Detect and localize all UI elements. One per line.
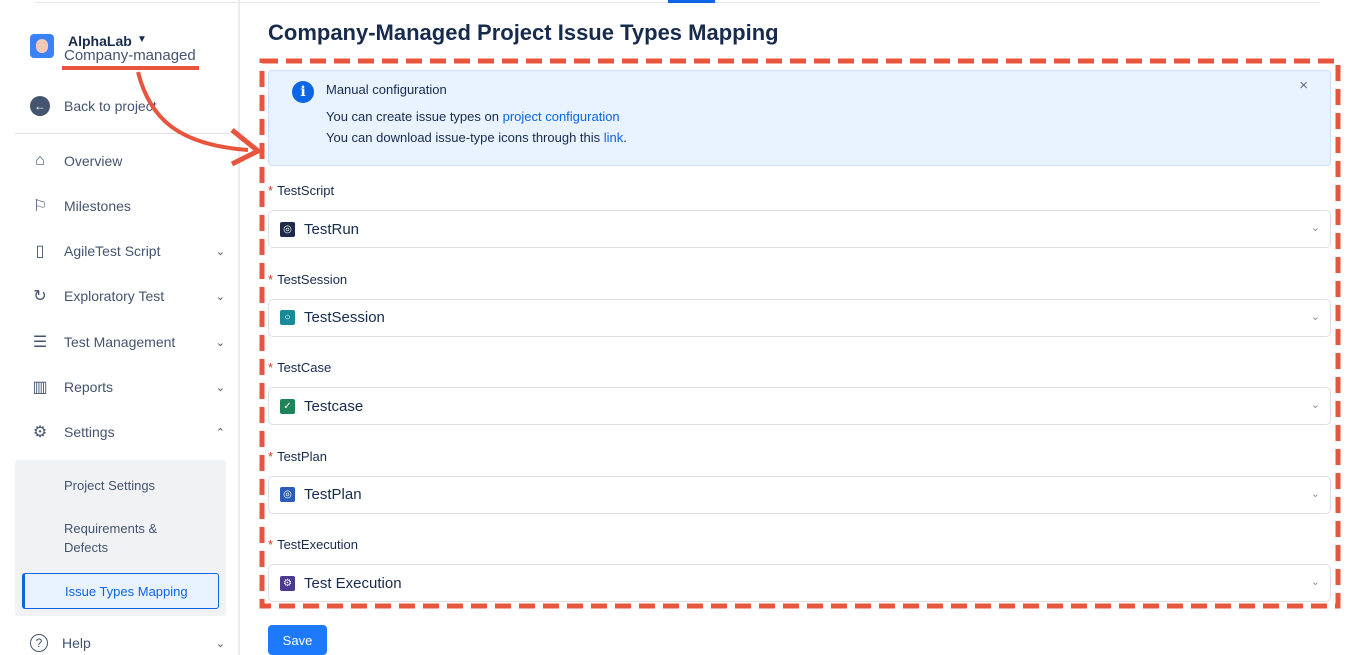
label: Overview [64, 153, 123, 169]
flag-icon: ⚐ [32, 198, 48, 215]
required-asterisk: * [268, 448, 274, 464]
field-label: * TestScript [268, 183, 334, 198]
page-title: Company-Managed Project Issue Types Mapp… [268, 20, 779, 45]
back-to-project[interactable]: ← Back to project [30, 94, 225, 118]
label: Test Management [64, 334, 176, 350]
home-icon: ⌂ [35, 152, 45, 169]
chevron-down-icon: ⌄ [1310, 222, 1320, 234]
label-text: TestSession [277, 271, 348, 287]
issue-type-select[interactable]: ◎ TestPlan ⌄ [268, 475, 1331, 514]
refresh-icon: ↻ [33, 288, 47, 305]
project-avatar [30, 34, 54, 58]
text: . [623, 130, 627, 145]
label: Milestones [64, 198, 131, 214]
close-icon[interactable]: × [1299, 77, 1308, 94]
label-text: TestScript [277, 183, 335, 198]
help-icon: ? [30, 634, 48, 652]
submenu-project-settings[interactable]: Project Settings [64, 478, 156, 493]
required-asterisk: * [268, 183, 274, 198]
chevron-down-icon: ⌄ [1310, 487, 1320, 500]
label: Exploratory Test [64, 288, 165, 304]
chevron-down-icon: ⌄ [215, 381, 225, 394]
sidebar-divider [15, 133, 230, 134]
field-label: * TestCase [268, 360, 331, 375]
issue-type-icon: ◎ [280, 487, 295, 503]
banner-heading: Manual configuration [326, 82, 447, 97]
selected-value: Testcase [304, 397, 364, 415]
required-asterisk: * [268, 360, 274, 376]
issue-type-select[interactable]: ○ TestSession ⌄ [268, 298, 1331, 337]
submenu-requirements-defects-line2[interactable]: Defects [64, 540, 109, 555]
list-icon: ☰ [32, 334, 48, 351]
sidebar-item-overview[interactable]: ⌂ Overview [30, 149, 225, 173]
issue-type-select[interactable]: ◎ TestRun ⌄ [268, 210, 1331, 248]
issue-type-select[interactable]: ✓ Testcase ⌄ [268, 387, 1331, 426]
selected-value: TestPlan [304, 486, 362, 504]
text: You can download issue-type icons throug… [326, 130, 604, 145]
required-asterisk: * [268, 271, 274, 287]
issue-type-icon: ◎ [280, 221, 295, 237]
chevron-down-icon: ⌄ [1310, 399, 1320, 412]
sidebar-item-settings[interactable]: ⚙ Settings ⌃ [30, 420, 225, 444]
gear-icon: ⚙ [32, 424, 48, 441]
issue-type-select[interactable]: ⚙ Test Execution ⌄ [268, 564, 1331, 603]
project-type: Company-managed [64, 47, 196, 64]
label: Back to project [64, 98, 157, 114]
chart-icon: ▥ [32, 379, 48, 396]
issue-type-icon: ⚙ [280, 575, 295, 591]
field-label: * TestPlan [268, 449, 327, 464]
selected-value: TestRun [304, 220, 360, 238]
submenu-requirements-defects[interactable]: Requirements & [64, 521, 158, 536]
chevron-down-icon: ⌄ [1310, 310, 1320, 323]
sidebar-item-milestones[interactable]: ⚐ Milestones [30, 194, 225, 218]
chevron-down-icon: ⌄ [1310, 576, 1320, 589]
sidebar-item-agiletest-script[interactable]: ▯ AgileTest Script ⌄ [30, 239, 225, 263]
sidebar-item-help[interactable]: ? Help ⌄ [30, 631, 225, 655]
sidebar: AlphaLab ▼ Company-managed ← Back to proj… [0, 0, 240, 655]
label: AgileTest Script [64, 243, 161, 259]
sidebar-item-exploratory-test[interactable]: ↻ Exploratory Test ⌄ [30, 284, 225, 308]
banner-line-2: You can download issue-type icons throug… [326, 130, 627, 145]
label: Reports [64, 379, 114, 395]
chevron-down-icon: ⌄ [215, 290, 225, 303]
required-asterisk: * [268, 537, 274, 553]
label-text: TestExecution [277, 537, 358, 553]
info-banner: i Manual configuration You can create is… [268, 70, 1331, 166]
info-icon: i [292, 81, 314, 103]
selected-value: Test Execution [304, 574, 402, 592]
arrow-left-icon: ← [30, 96, 50, 116]
active-tab-indicator [668, 0, 715, 3]
selected-value: TestSession [304, 309, 385, 327]
field-label: * TestSession [268, 272, 347, 287]
chevron-down-icon: ⌄ [215, 336, 225, 349]
label: Help [62, 635, 91, 651]
book-icon: ▯ [35, 243, 45, 260]
submenu-issue-types-mapping[interactable]: Issue Types Mapping [22, 573, 219, 609]
chevron-up-icon: ⌃ [215, 426, 225, 439]
project-configuration-link[interactable]: project configuration [502, 109, 620, 124]
caret-down-icon[interactable]: ▼ [137, 34, 147, 45]
banner-line-1: You can create issue types on project co… [326, 109, 620, 124]
save-button[interactable]: Save [268, 625, 327, 655]
text: You can create issue types on [326, 109, 503, 124]
project-switcher[interactable] [30, 34, 54, 58]
project-name[interactable]: AlphaLab [68, 33, 132, 49]
label-text: TestPlan [277, 448, 327, 464]
issue-type-icon: ✓ [280, 398, 295, 414]
field-label: * TestExecution [268, 537, 358, 552]
issue-type-icon: ○ [280, 310, 295, 326]
icons-download-link[interactable]: link [603, 130, 624, 145]
sidebar-item-test-management[interactable]: ☰ Test Management ⌄ [30, 330, 225, 354]
chevron-down-icon: ⌄ [215, 637, 225, 650]
label-text: TestCase [277, 360, 332, 376]
sidebar-item-reports[interactable]: ▥ Reports ⌄ [30, 375, 225, 399]
chevron-down-icon: ⌄ [215, 245, 225, 258]
label: Settings [64, 424, 115, 440]
